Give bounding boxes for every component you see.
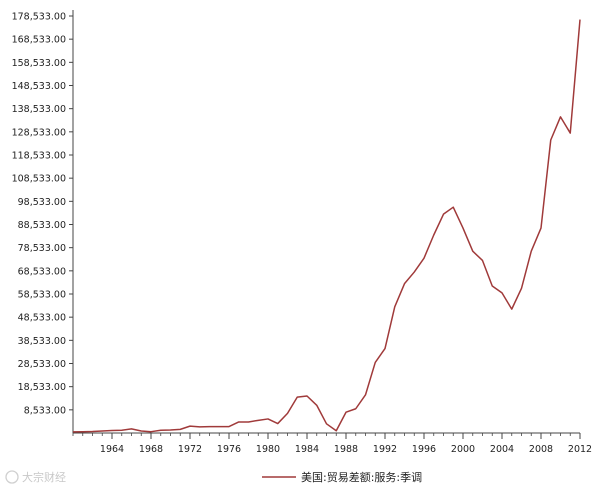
data-point [335, 430, 337, 432]
data-point [150, 430, 152, 432]
y-tick-label: 148,533.00 [12, 81, 66, 92]
y-axis: 8,533.00 18,533.00 28,533.00 38,533.00 48,53… [12, 10, 74, 433]
y-tick-label: 108,533.00 [12, 174, 66, 185]
y-tick-label: 48,533.00 [18, 313, 66, 324]
data-point [267, 418, 269, 420]
y-tick-label: 98,533.00 [18, 197, 66, 208]
data-point [413, 271, 415, 273]
data-point [91, 430, 93, 432]
data-point [491, 285, 493, 287]
data-point [140, 430, 142, 432]
data-point [374, 361, 376, 363]
data-point [257, 419, 259, 421]
watermark-logo-icon [5, 470, 19, 484]
data-point [520, 287, 522, 289]
x-tick-label: 1968 [139, 444, 163, 455]
data-point [247, 421, 249, 423]
data-point [238, 421, 240, 423]
data-point [121, 429, 123, 431]
data-point [316, 404, 318, 406]
x-tick-label: 1984 [295, 444, 319, 455]
data-point [442, 213, 444, 215]
x-tick-label: 1972 [178, 444, 202, 455]
data-point [355, 408, 357, 410]
data-point [559, 116, 561, 118]
y-tick-label: 178,533.00 [12, 12, 66, 23]
y-tick-label: 8,533.00 [24, 405, 66, 416]
y-tick-label: 28,533.00 [18, 359, 66, 370]
y-tick-label: 78,533.00 [18, 243, 66, 254]
y-tick-label: 38,533.00 [18, 336, 66, 347]
data-point [101, 430, 103, 432]
y-tick-label: 138,533.00 [12, 104, 66, 115]
x-tick-label: 2008 [529, 444, 553, 455]
data-point [296, 396, 298, 398]
data-point [569, 132, 571, 134]
x-tick-label: 1964 [100, 444, 124, 455]
data-point [462, 227, 464, 229]
data-point [208, 425, 210, 427]
x-tick-label: 1992 [373, 444, 397, 455]
data-point [501, 292, 503, 294]
y-tick-label: 128,533.00 [12, 127, 66, 138]
data-point [579, 18, 581, 20]
data-point [394, 306, 396, 308]
x-tick-label: 1980 [256, 444, 280, 455]
y-tick-label: 118,533.00 [12, 151, 66, 162]
y-tick-label: 158,533.00 [12, 58, 66, 69]
data-point [481, 259, 483, 261]
data-point [160, 429, 162, 431]
y-tick-label: 88,533.00 [18, 220, 66, 231]
x-axis: 1964 1968 1972 1976 1980 1984 1988 1992 1996 2000… [72, 432, 592, 455]
y-tick-label: 68,533.00 [18, 266, 66, 277]
data-point [72, 431, 74, 433]
series-line-0 [72, 19, 581, 433]
y-tick-label: 58,533.00 [18, 290, 66, 301]
data-point [433, 234, 435, 236]
data-point [403, 282, 405, 284]
data-point [325, 423, 327, 425]
data-point [364, 394, 366, 396]
y-tick-label: 168,533.00 [12, 35, 66, 46]
x-tick-label: 1996 [412, 444, 436, 455]
data-point [228, 425, 230, 427]
data-point [540, 227, 542, 229]
data-point [199, 426, 201, 428]
legend-label: 美国:贸易差额:服务:季调 [301, 470, 422, 484]
data-point [169, 429, 171, 431]
data-point [550, 139, 552, 141]
data-point [530, 250, 532, 252]
watermark-text: 大宗财经 [22, 470, 66, 484]
data-point [286, 412, 288, 414]
x-tick-label: 1988 [334, 444, 358, 455]
data-point [111, 429, 113, 431]
watermark: 大宗财经 [5, 470, 66, 484]
data-point [189, 425, 191, 427]
data-point [423, 257, 425, 259]
x-tick-label: 2012 [568, 444, 592, 455]
data-point [384, 347, 386, 349]
data-point [218, 425, 220, 427]
data-point [452, 206, 454, 208]
legend: 美国:贸易差额:服务:季调 [262, 470, 422, 484]
data-point [472, 250, 474, 252]
data-point [345, 411, 347, 413]
data-point [511, 308, 513, 310]
y-tick-label: 18,533.00 [18, 382, 66, 393]
data-point [179, 428, 181, 430]
data-point [82, 430, 84, 432]
data-point [306, 395, 308, 397]
data-point [130, 428, 132, 430]
x-tick-label: 1976 [217, 444, 241, 455]
x-tick-label: 2004 [490, 444, 514, 455]
data-point [277, 422, 279, 424]
series-lines [72, 18, 581, 433]
x-tick-label: 2000 [451, 444, 475, 455]
